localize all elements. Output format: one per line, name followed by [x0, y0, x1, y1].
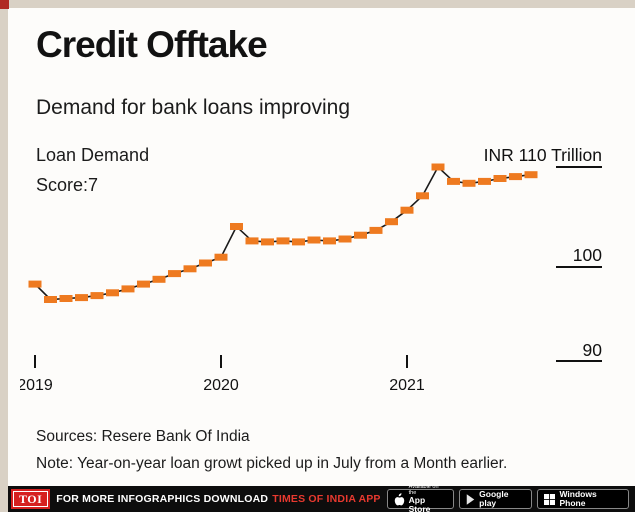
footer-text: FOR MORE INFOGRAPHICS DOWNLOAD TIMES OF I… — [56, 493, 380, 505]
data-point-marker — [183, 265, 197, 273]
note-text: Note: Year-on-year loan growt picked up … — [36, 455, 508, 472]
data-point-marker — [28, 280, 42, 288]
data-point-marker — [106, 289, 119, 297]
data-point-marker — [276, 237, 290, 245]
gridline-label-100: 100 — [572, 245, 602, 265]
gridline-label-110: INR 110 Trillion — [483, 145, 602, 165]
toi-logo: TOI — [11, 489, 51, 509]
data-point-marker — [261, 238, 274, 246]
sources-text: Sources: Resere Bank Of India — [36, 428, 250, 445]
data-point-marker — [152, 275, 166, 283]
year-label: 2020 — [203, 377, 239, 394]
data-point-marker — [137, 280, 150, 288]
loan-demand-chart: 2019 2020 2021 — [20, 163, 538, 394]
google-play-badge-label: Google play — [479, 489, 509, 508]
data-point-marker — [416, 192, 429, 200]
footer-text-white: FOR MORE INFOGRAPHICS DOWNLOAD — [56, 493, 269, 505]
series-label-line1: Loan Demand — [36, 145, 150, 165]
google-play-icon — [466, 493, 475, 505]
data-point-marker — [323, 237, 336, 245]
app-store-badge-tagline: Available on the — [408, 484, 439, 496]
footer-bar: TOI FOR MORE INFOGRAPHICS DOWNLOAD TIMES … — [8, 484, 635, 512]
series-label-line2: Score:7 — [36, 175, 99, 195]
windows-phone-badge-label: Windows Phone — [559, 489, 597, 508]
gridline-label-90: 90 — [582, 340, 602, 360]
series-label: Loan Demand Score:7 — [36, 140, 149, 200]
data-point-marker — [462, 179, 476, 187]
data-point-marker — [214, 253, 228, 261]
corner-mark — [0, 0, 9, 9]
data-point-marker — [524, 171, 538, 179]
data-point-marker — [44, 296, 57, 303]
year-label: 2019 — [20, 377, 53, 394]
data-point-marker — [168, 270, 181, 278]
gridline-stub-100 — [556, 266, 602, 268]
data-point-marker — [509, 173, 522, 181]
app-store-badge[interactable]: Available on the App Store — [386, 484, 455, 512]
top-border-strip — [0, 0, 635, 8]
data-point-marker — [199, 259, 212, 267]
data-point-marker — [493, 175, 507, 182]
data-point-marker — [400, 206, 414, 214]
page-title: Credit Offtake — [36, 24, 268, 65]
data-point-marker — [431, 163, 445, 171]
data-point-marker — [230, 223, 243, 230]
toi-logo-text: TOI — [13, 491, 49, 507]
data-point-marker — [385, 218, 398, 226]
data-point-marker — [245, 237, 259, 245]
data-point-marker — [307, 236, 321, 244]
data-point-marker — [59, 295, 73, 302]
data-point-marker — [90, 292, 104, 300]
footer-text-red: TIMES OF INDIA APP — [272, 493, 381, 505]
left-border-strip — [0, 0, 8, 512]
year-label: 2021 — [389, 377, 425, 394]
data-point-marker — [121, 285, 135, 293]
data-point-marker — [338, 235, 352, 243]
data-point-marker — [354, 231, 367, 239]
loan-demand-line — [34, 165, 532, 301]
data-point-marker — [292, 238, 305, 246]
apple-icon — [394, 492, 405, 506]
gridline-stub-110 — [556, 166, 602, 168]
data-point-marker — [369, 226, 383, 234]
windows-icon — [544, 493, 556, 505]
data-point-marker — [447, 177, 460, 185]
windows-phone-badge[interactable]: Windows Phone — [537, 489, 629, 509]
google-play-badge[interactable]: Google play — [459, 489, 533, 509]
gridline-stub-90 — [556, 360, 602, 362]
store-badges: Available on the App Store Google play — [386, 484, 629, 512]
data-point-marker — [478, 177, 491, 185]
page-subtitle: Demand for bank loans improving — [36, 96, 350, 119]
data-point-marker — [75, 294, 88, 302]
app-store-badge-label: App Store — [408, 495, 431, 512]
